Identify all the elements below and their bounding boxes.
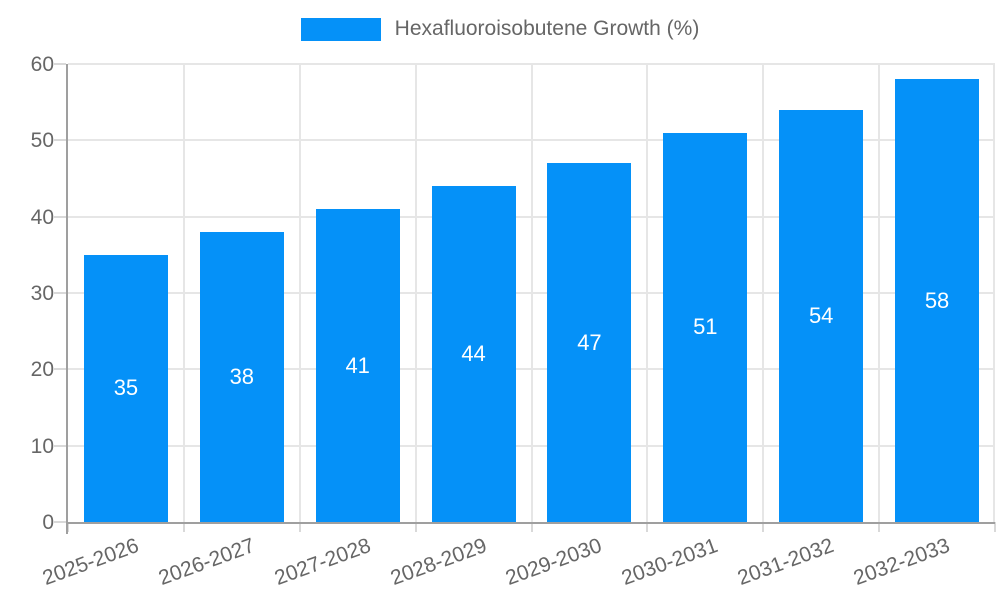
y-axis-line <box>66 64 68 534</box>
y-axis-tick <box>54 368 66 371</box>
x-axis-line <box>66 522 995 524</box>
y-axis-tick <box>54 139 66 142</box>
y-axis-tick-label: 10 <box>30 434 54 458</box>
bar[interactable]: 41 <box>315 209 400 522</box>
y-axis-tick <box>54 521 66 523</box>
bar[interactable]: 47 <box>547 163 632 522</box>
x-axis-tick <box>299 522 301 532</box>
x-axis-tick <box>878 522 880 532</box>
gridline-vertical <box>299 64 301 522</box>
gridline-vertical <box>762 64 764 522</box>
y-axis-tick-label: 30 <box>30 282 54 305</box>
legend-swatch-icon <box>300 17 381 41</box>
y-axis-tick-label: 0 <box>42 511 54 534</box>
y-axis-tick <box>54 63 66 65</box>
gridline-vertical <box>531 64 533 522</box>
bar[interactable]: 58 <box>895 79 980 522</box>
y-axis-tick-label: 20 <box>30 358 54 382</box>
legend-label: Hexafluoroisobutene Growth (%) <box>394 17 700 40</box>
plot-area: 0 10 20 30 40 50 60 35 2025-2026 38 2026-2027 41 202… <box>31 54 996 590</box>
y-axis-tick-label: 40 <box>30 205 54 229</box>
bar[interactable]: 44 <box>431 186 516 522</box>
gridline-vertical <box>993 64 995 522</box>
x-axis-tick <box>183 522 185 532</box>
bar[interactable]: 35 <box>83 254 168 522</box>
bar-value-label: 47 <box>577 329 602 355</box>
y-axis-tick <box>54 292 66 294</box>
bar[interactable]: 38 <box>199 231 284 522</box>
gridline-vertical <box>415 64 417 522</box>
x-axis-tick <box>67 522 69 532</box>
y-axis-tick <box>54 444 66 447</box>
bar-value-label: 38 <box>229 363 255 389</box>
bar-value-label: 58 <box>924 287 950 313</box>
x-axis-tick <box>646 522 648 532</box>
bar[interactable]: 51 <box>663 132 748 522</box>
y-axis-tick-label: 50 <box>30 129 54 153</box>
y-axis-tick-label: 60 <box>30 53 54 76</box>
x-axis-tick <box>994 522 996 532</box>
bar-value-label: 44 <box>461 341 486 367</box>
bar-value-label: 35 <box>113 375 139 401</box>
x-axis-tick <box>415 522 417 532</box>
gridline-vertical <box>878 64 880 522</box>
gridline-vertical <box>646 64 648 522</box>
y-axis-tick <box>54 215 66 218</box>
bar-value-label: 54 <box>808 302 834 328</box>
gridline-vertical <box>183 64 185 522</box>
x-axis-tick <box>762 522 764 532</box>
bar[interactable]: 54 <box>779 109 864 522</box>
bar-value-label: 41 <box>345 352 370 378</box>
chart-legend[interactable]: Hexafluoroisobutene Growth (%) <box>0 17 1000 41</box>
bar-value-label: 51 <box>693 314 718 340</box>
x-axis-tick <box>531 522 533 532</box>
